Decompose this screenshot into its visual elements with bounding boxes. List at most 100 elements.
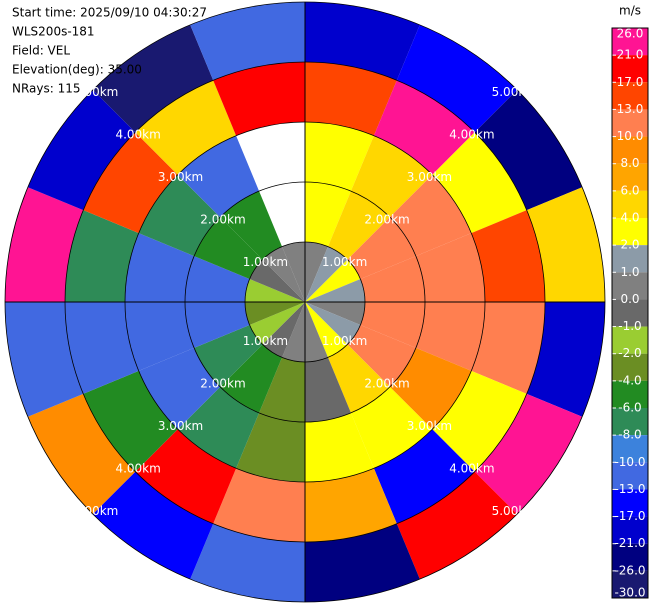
velocity-cell bbox=[347, 324, 416, 387]
range-label: 1.00km bbox=[243, 334, 288, 348]
velocity-cell bbox=[262, 246, 305, 302]
range-label: 5.00km bbox=[73, 504, 118, 518]
colorbar-segment bbox=[612, 218, 648, 246]
velocity-cell bbox=[190, 2, 305, 81]
velocity-cell bbox=[474, 393, 583, 515]
velocity-cell bbox=[65, 302, 139, 394]
header-line: Start time: 2025/09/10 04:30:27 bbox=[12, 6, 207, 20]
header-line: Elevation(deg): 35.00 bbox=[12, 63, 142, 77]
colorbar-tick-label: 13.0 bbox=[617, 102, 644, 116]
velocity-cell bbox=[27, 393, 136, 515]
colorbar-tick-label: -17.0 bbox=[614, 509, 645, 523]
velocity-cell bbox=[305, 279, 365, 302]
velocity-cell bbox=[220, 344, 283, 413]
colorbar-tick-label: -21.0 bbox=[614, 536, 645, 550]
range-label: 4.00km bbox=[115, 128, 160, 142]
velocity-cell bbox=[305, 242, 328, 302]
colorbar-tick-label: 17.0 bbox=[617, 75, 644, 89]
velocity-cell bbox=[526, 187, 605, 302]
range-label: 4.00km bbox=[449, 128, 494, 142]
velocity-cell bbox=[526, 302, 605, 417]
colorbar-segment bbox=[612, 55, 648, 83]
range-label: 5.00km bbox=[73, 85, 118, 99]
velocity-cell bbox=[305, 2, 420, 81]
velocity-cell bbox=[305, 357, 351, 422]
velocity-cell bbox=[305, 182, 351, 247]
velocity-cell bbox=[471, 302, 545, 394]
velocity-cell bbox=[360, 256, 425, 302]
colorbar-tick-label: -10.0 bbox=[614, 455, 645, 469]
velocity-cell bbox=[236, 412, 305, 482]
velocity-cell bbox=[396, 24, 518, 133]
header-line: NRays: 115 bbox=[12, 82, 81, 96]
range-label: 3.00km bbox=[158, 419, 203, 433]
velocity-cell bbox=[259, 357, 305, 422]
colorbar-segment bbox=[612, 462, 648, 490]
colorbar-tick-label: 8.0 bbox=[620, 156, 639, 170]
range-label: 2.00km bbox=[200, 377, 245, 391]
velocity-cell bbox=[92, 24, 214, 133]
velocity-cell bbox=[5, 302, 84, 417]
velocity-cell bbox=[305, 302, 361, 345]
range-label: 2.00km bbox=[364, 212, 409, 226]
colorbar-segment bbox=[612, 489, 648, 517]
colorbar-segment bbox=[612, 28, 648, 56]
colorbar-tick-label: -13.0 bbox=[614, 482, 645, 496]
velocity-cell bbox=[432, 370, 527, 472]
velocity-cell bbox=[282, 242, 305, 302]
colorbar-segment bbox=[612, 570, 648, 598]
colorbar-segment bbox=[612, 190, 648, 218]
velocity-cell bbox=[249, 259, 305, 302]
velocity-cell bbox=[262, 302, 305, 358]
colorbar-tick-label: 6.0 bbox=[620, 183, 639, 197]
velocity-cell bbox=[138, 347, 221, 430]
velocity-cell bbox=[350, 135, 433, 218]
colorbar-label: m/s bbox=[619, 4, 641, 18]
colorbar-tick-label: 2.0 bbox=[620, 238, 639, 252]
velocity-cell bbox=[135, 429, 237, 524]
velocity-cell bbox=[220, 191, 283, 260]
velocity-cell bbox=[305, 302, 328, 362]
colorbar-tick-label: 0.0 bbox=[620, 292, 639, 306]
velocity-cell bbox=[305, 412, 374, 482]
velocity-cell bbox=[305, 302, 348, 358]
colorbar-tick-label: -8.0 bbox=[618, 428, 641, 442]
colorbar-tick-label: -2.0 bbox=[618, 346, 641, 360]
range-label: 5.00km bbox=[492, 504, 537, 518]
header-line: Field: VEL bbox=[12, 44, 70, 58]
velocity-cell bbox=[305, 259, 361, 302]
velocity-cell bbox=[83, 370, 178, 472]
velocity-cell bbox=[373, 80, 475, 175]
colorbar-segment bbox=[612, 326, 648, 354]
velocity-cell bbox=[360, 302, 425, 348]
velocity-cell bbox=[389, 174, 472, 257]
colorbar-segment bbox=[612, 272, 648, 300]
velocity-cell bbox=[185, 256, 250, 302]
range-label: 1.00km bbox=[322, 255, 367, 269]
range-label: 3.00km bbox=[158, 170, 203, 184]
velocity-cell bbox=[415, 302, 485, 371]
velocity-cell bbox=[245, 302, 305, 325]
colorbar-segment bbox=[612, 299, 648, 327]
range-label: 3.00km bbox=[407, 419, 452, 433]
colorbar-tick-label: -6.0 bbox=[618, 401, 641, 415]
range-ring bbox=[64, 61, 546, 543]
velocity-cell bbox=[305, 246, 348, 302]
colorbar-segment bbox=[612, 408, 648, 436]
velocity-cell bbox=[373, 429, 475, 524]
velocity-cell bbox=[125, 233, 195, 302]
range-label: 4.00km bbox=[115, 461, 160, 475]
velocity-cell bbox=[396, 471, 518, 580]
velocity-cell bbox=[305, 468, 397, 542]
range-label: 1.00km bbox=[243, 255, 288, 269]
colorbar-tick-label: 4.0 bbox=[620, 211, 639, 225]
velocity-cell bbox=[471, 210, 545, 302]
colorbar-segment bbox=[612, 163, 648, 191]
velocity-cell bbox=[350, 386, 433, 469]
colorbar-frame bbox=[611, 27, 649, 599]
colorbar-tick-label: 10.0 bbox=[617, 129, 644, 143]
velocity-cell bbox=[177, 135, 260, 218]
ppi-field bbox=[5, 2, 605, 602]
velocity-cell bbox=[305, 302, 365, 325]
colorbar-tick-label: -4.0 bbox=[618, 373, 641, 387]
